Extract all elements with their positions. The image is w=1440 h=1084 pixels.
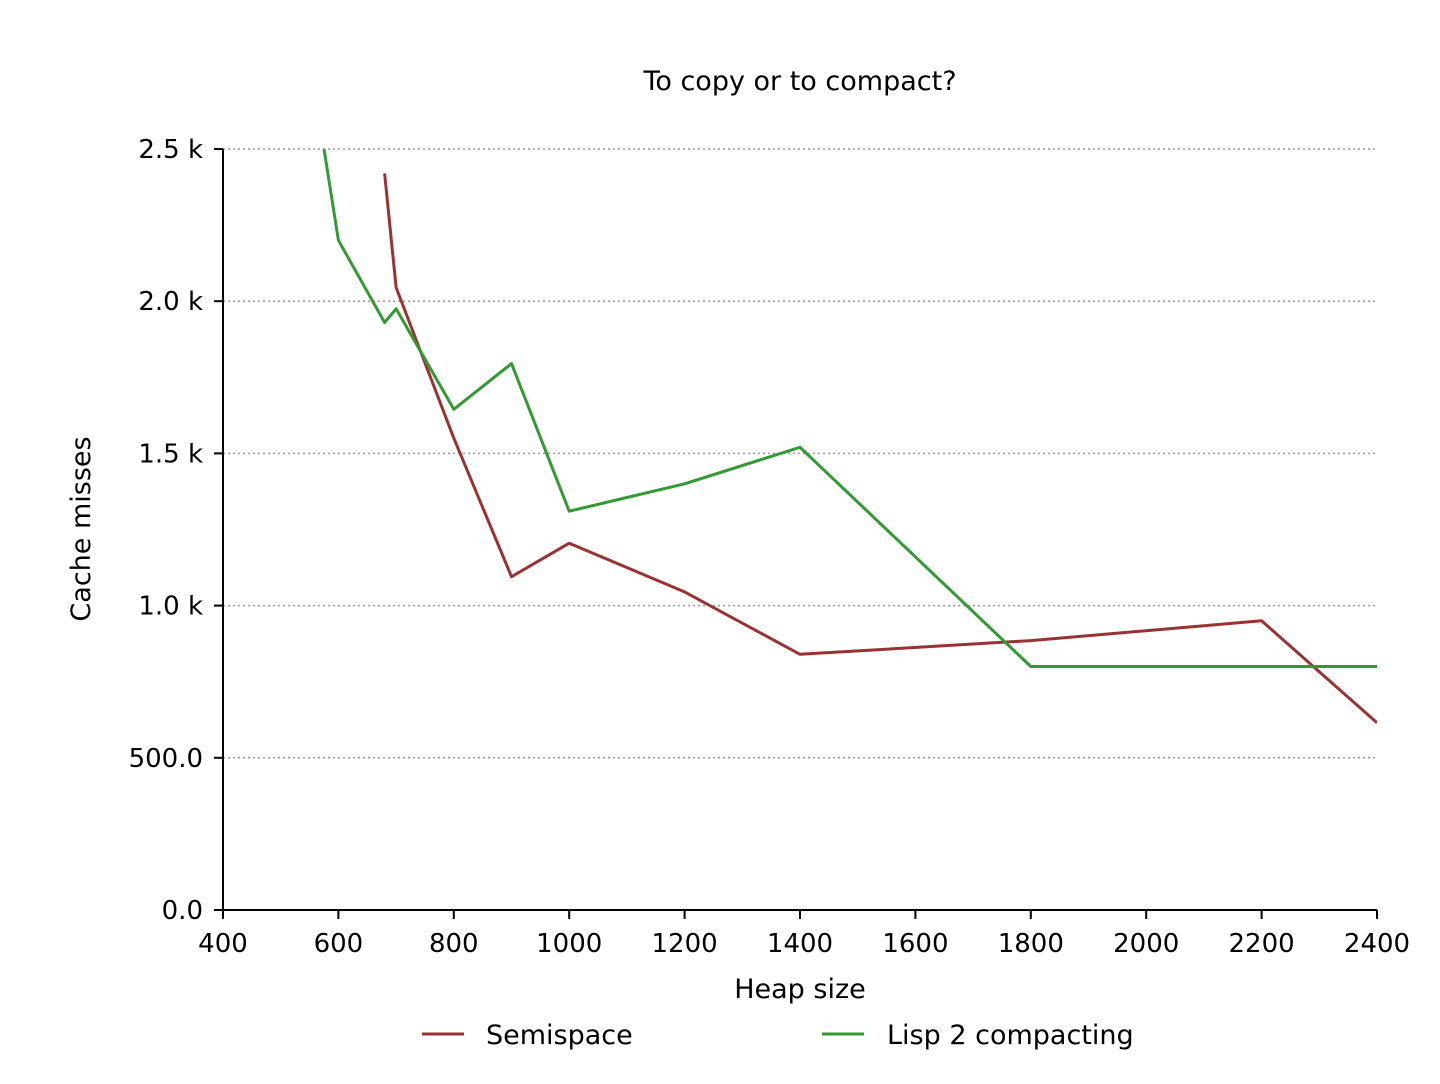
axes <box>222 149 1377 911</box>
series-line-lisp2-compacting <box>322 149 1377 668</box>
x-tick-label: 600 <box>314 929 364 959</box>
x-tick-label: 400 <box>198 929 248 959</box>
x-tick-label: 1200 <box>652 929 718 959</box>
y-tick-label: 2.0 k <box>138 287 203 317</box>
chart-title: To copy or to compact? <box>642 66 956 97</box>
x-tick-label: 2200 <box>1229 929 1295 959</box>
series-line-semispace <box>383 173 1377 724</box>
x-axis-title: Heap size <box>734 974 866 1005</box>
legend-label: Lisp 2 compacting <box>887 1020 1134 1051</box>
x-tick-label: 2400 <box>1344 929 1410 959</box>
x-tick-label: 1000 <box>536 929 602 959</box>
y-tick-label: 2.5 k <box>138 135 203 165</box>
x-tick-label: 2000 <box>1113 929 1179 959</box>
series-lines <box>322 149 1377 724</box>
x-tick-label: 1600 <box>882 929 948 959</box>
gridlines <box>223 148 1377 759</box>
x-tick-label: 1400 <box>767 929 833 959</box>
legend: Semispace Lisp 2 compacting <box>422 1020 1134 1051</box>
y-tick-label: 1.0 k <box>138 592 203 622</box>
y-tick-label: 500.0 <box>129 744 203 774</box>
x-tick-label: 1800 <box>998 929 1064 959</box>
legend-label: Semispace <box>486 1020 633 1051</box>
x-tick-label: 800 <box>429 929 479 959</box>
y-tick-label: 1.5 k <box>138 439 203 469</box>
y-axis-title: Cache misses <box>66 436 97 621</box>
y-tick-label: 0.0 <box>162 896 203 926</box>
ticks: 400 600 800 1000 1200 1400 1600 1800 2000 2200 240… <box>129 135 1411 959</box>
